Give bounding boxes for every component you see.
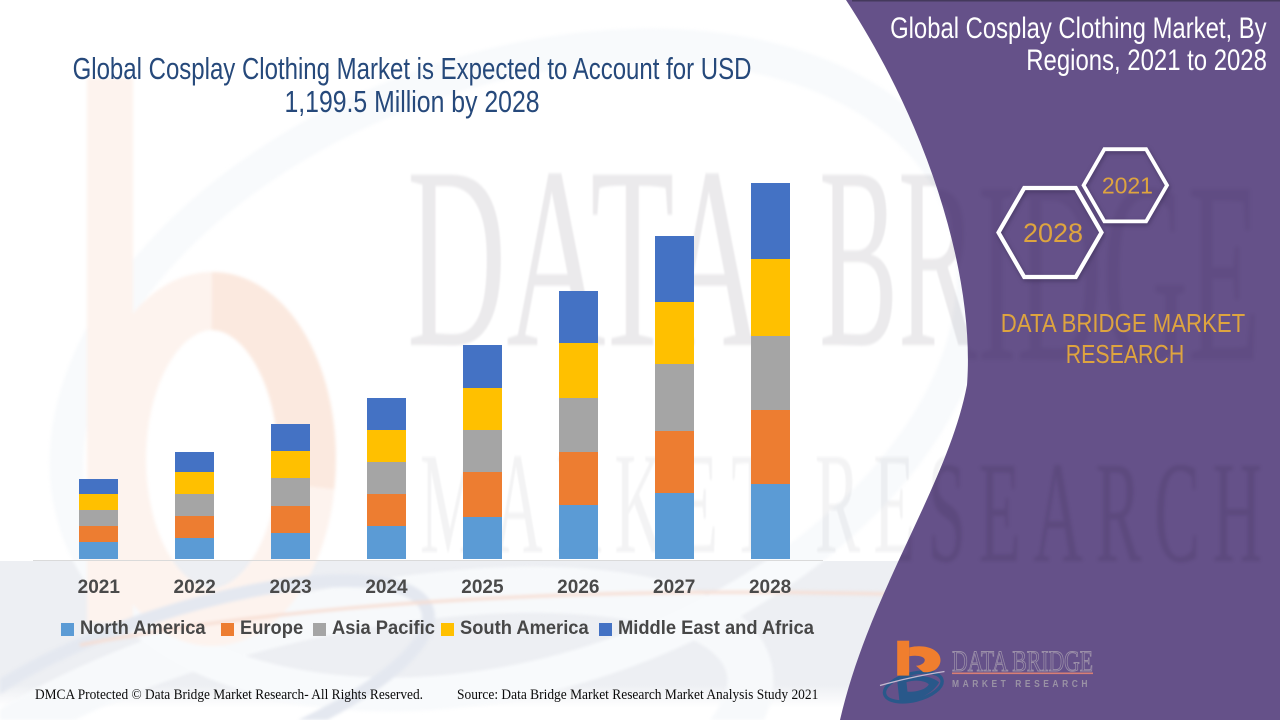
svg-text:2028: 2028 — [1023, 218, 1083, 248]
svg-text:2021: 2021 — [1102, 172, 1153, 198]
svg-text:MARKET RESEARCH: MARKET RESEARCH — [952, 679, 1091, 690]
svg-text:MARKET RESEARCH: MARKET RESEARCH — [420, 433, 1275, 593]
